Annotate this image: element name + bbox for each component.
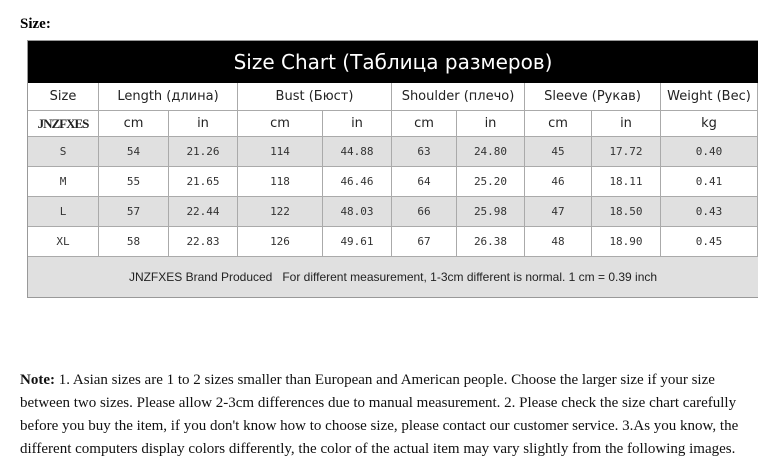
table-cell: 25.98: [457, 197, 525, 227]
unit: in: [323, 111, 392, 137]
column-header: Length (длина): [99, 83, 238, 111]
table-cell: 22.83: [169, 227, 238, 257]
table-cell: 67: [392, 227, 457, 257]
table-cell: S: [28, 137, 99, 167]
table-cell: 46: [525, 167, 592, 197]
table-cell: 22.44: [169, 197, 238, 227]
unit: cm: [392, 111, 457, 137]
table-cell: 44.88: [323, 137, 392, 167]
unit: cm: [99, 111, 169, 137]
table-cell: 66: [392, 197, 457, 227]
table-cell: 18.90: [592, 227, 661, 257]
note-label: Note:: [20, 372, 55, 388]
unit: in: [592, 111, 661, 137]
table-title: Size Chart (Таблица размеров): [28, 41, 758, 83]
table-cell: 45: [525, 137, 592, 167]
table-cell: XL: [28, 227, 99, 257]
table-footer: JNZFXES Brand Produced For different mea…: [28, 257, 758, 297]
note: Note: 1. Asian sizes are 1 to 2 sizes sm…: [20, 369, 760, 461]
size-table: Size Chart (Таблица размеров) Size Length …: [27, 40, 758, 298]
table-cell: 0.45: [661, 227, 758, 257]
table-cell: 55: [99, 167, 169, 197]
table-cell: 21.26: [169, 137, 238, 167]
table-cell: 25.20: [457, 167, 525, 197]
column-header: Shoulder (плечо): [392, 83, 525, 111]
column-header: Size: [28, 83, 99, 111]
table-cell: 18.11: [592, 167, 661, 197]
table-cell: 24.80: [457, 137, 525, 167]
unit: kg: [661, 111, 758, 137]
note-text: 1. Asian sizes are 1 to 2 sizes smaller …: [20, 372, 739, 457]
table-cell: 64: [392, 167, 457, 197]
column-header: Weight (Вес): [661, 83, 758, 111]
table-cell: L: [28, 197, 99, 227]
table-cell: 0.41: [661, 167, 758, 197]
table-cell: 114: [238, 137, 323, 167]
table-cell: 46.46: [323, 167, 392, 197]
unit: cm: [525, 111, 592, 137]
table-cell: 17.72: [592, 137, 661, 167]
table-cell: 54: [99, 137, 169, 167]
table-cell: 58: [99, 227, 169, 257]
table-cell: 57: [99, 197, 169, 227]
unit: in: [169, 111, 238, 137]
table-cell: 18.50: [592, 197, 661, 227]
size-label: Size:: [20, 16, 51, 32]
table-cell: 48.03: [323, 197, 392, 227]
table-cell: 0.43: [661, 197, 758, 227]
table-cell: 126: [238, 227, 323, 257]
table-cell: M: [28, 167, 99, 197]
table-cell: 49.61: [323, 227, 392, 257]
table-cell: 122: [238, 197, 323, 227]
table-cell: 118: [238, 167, 323, 197]
table-cell: 0.40: [661, 137, 758, 167]
table-cell: 26.38: [457, 227, 525, 257]
column-header: Bust (Бюст): [238, 83, 392, 111]
unit: cm: [238, 111, 323, 137]
table-cell: 63: [392, 137, 457, 167]
table-cell: 21.65: [169, 167, 238, 197]
unit: in: [457, 111, 525, 137]
table-cell: 48: [525, 227, 592, 257]
column-header: Sleeve (Рукав): [525, 83, 661, 111]
table-cell: 47: [525, 197, 592, 227]
brand-logo: JNZFXES: [28, 111, 99, 137]
